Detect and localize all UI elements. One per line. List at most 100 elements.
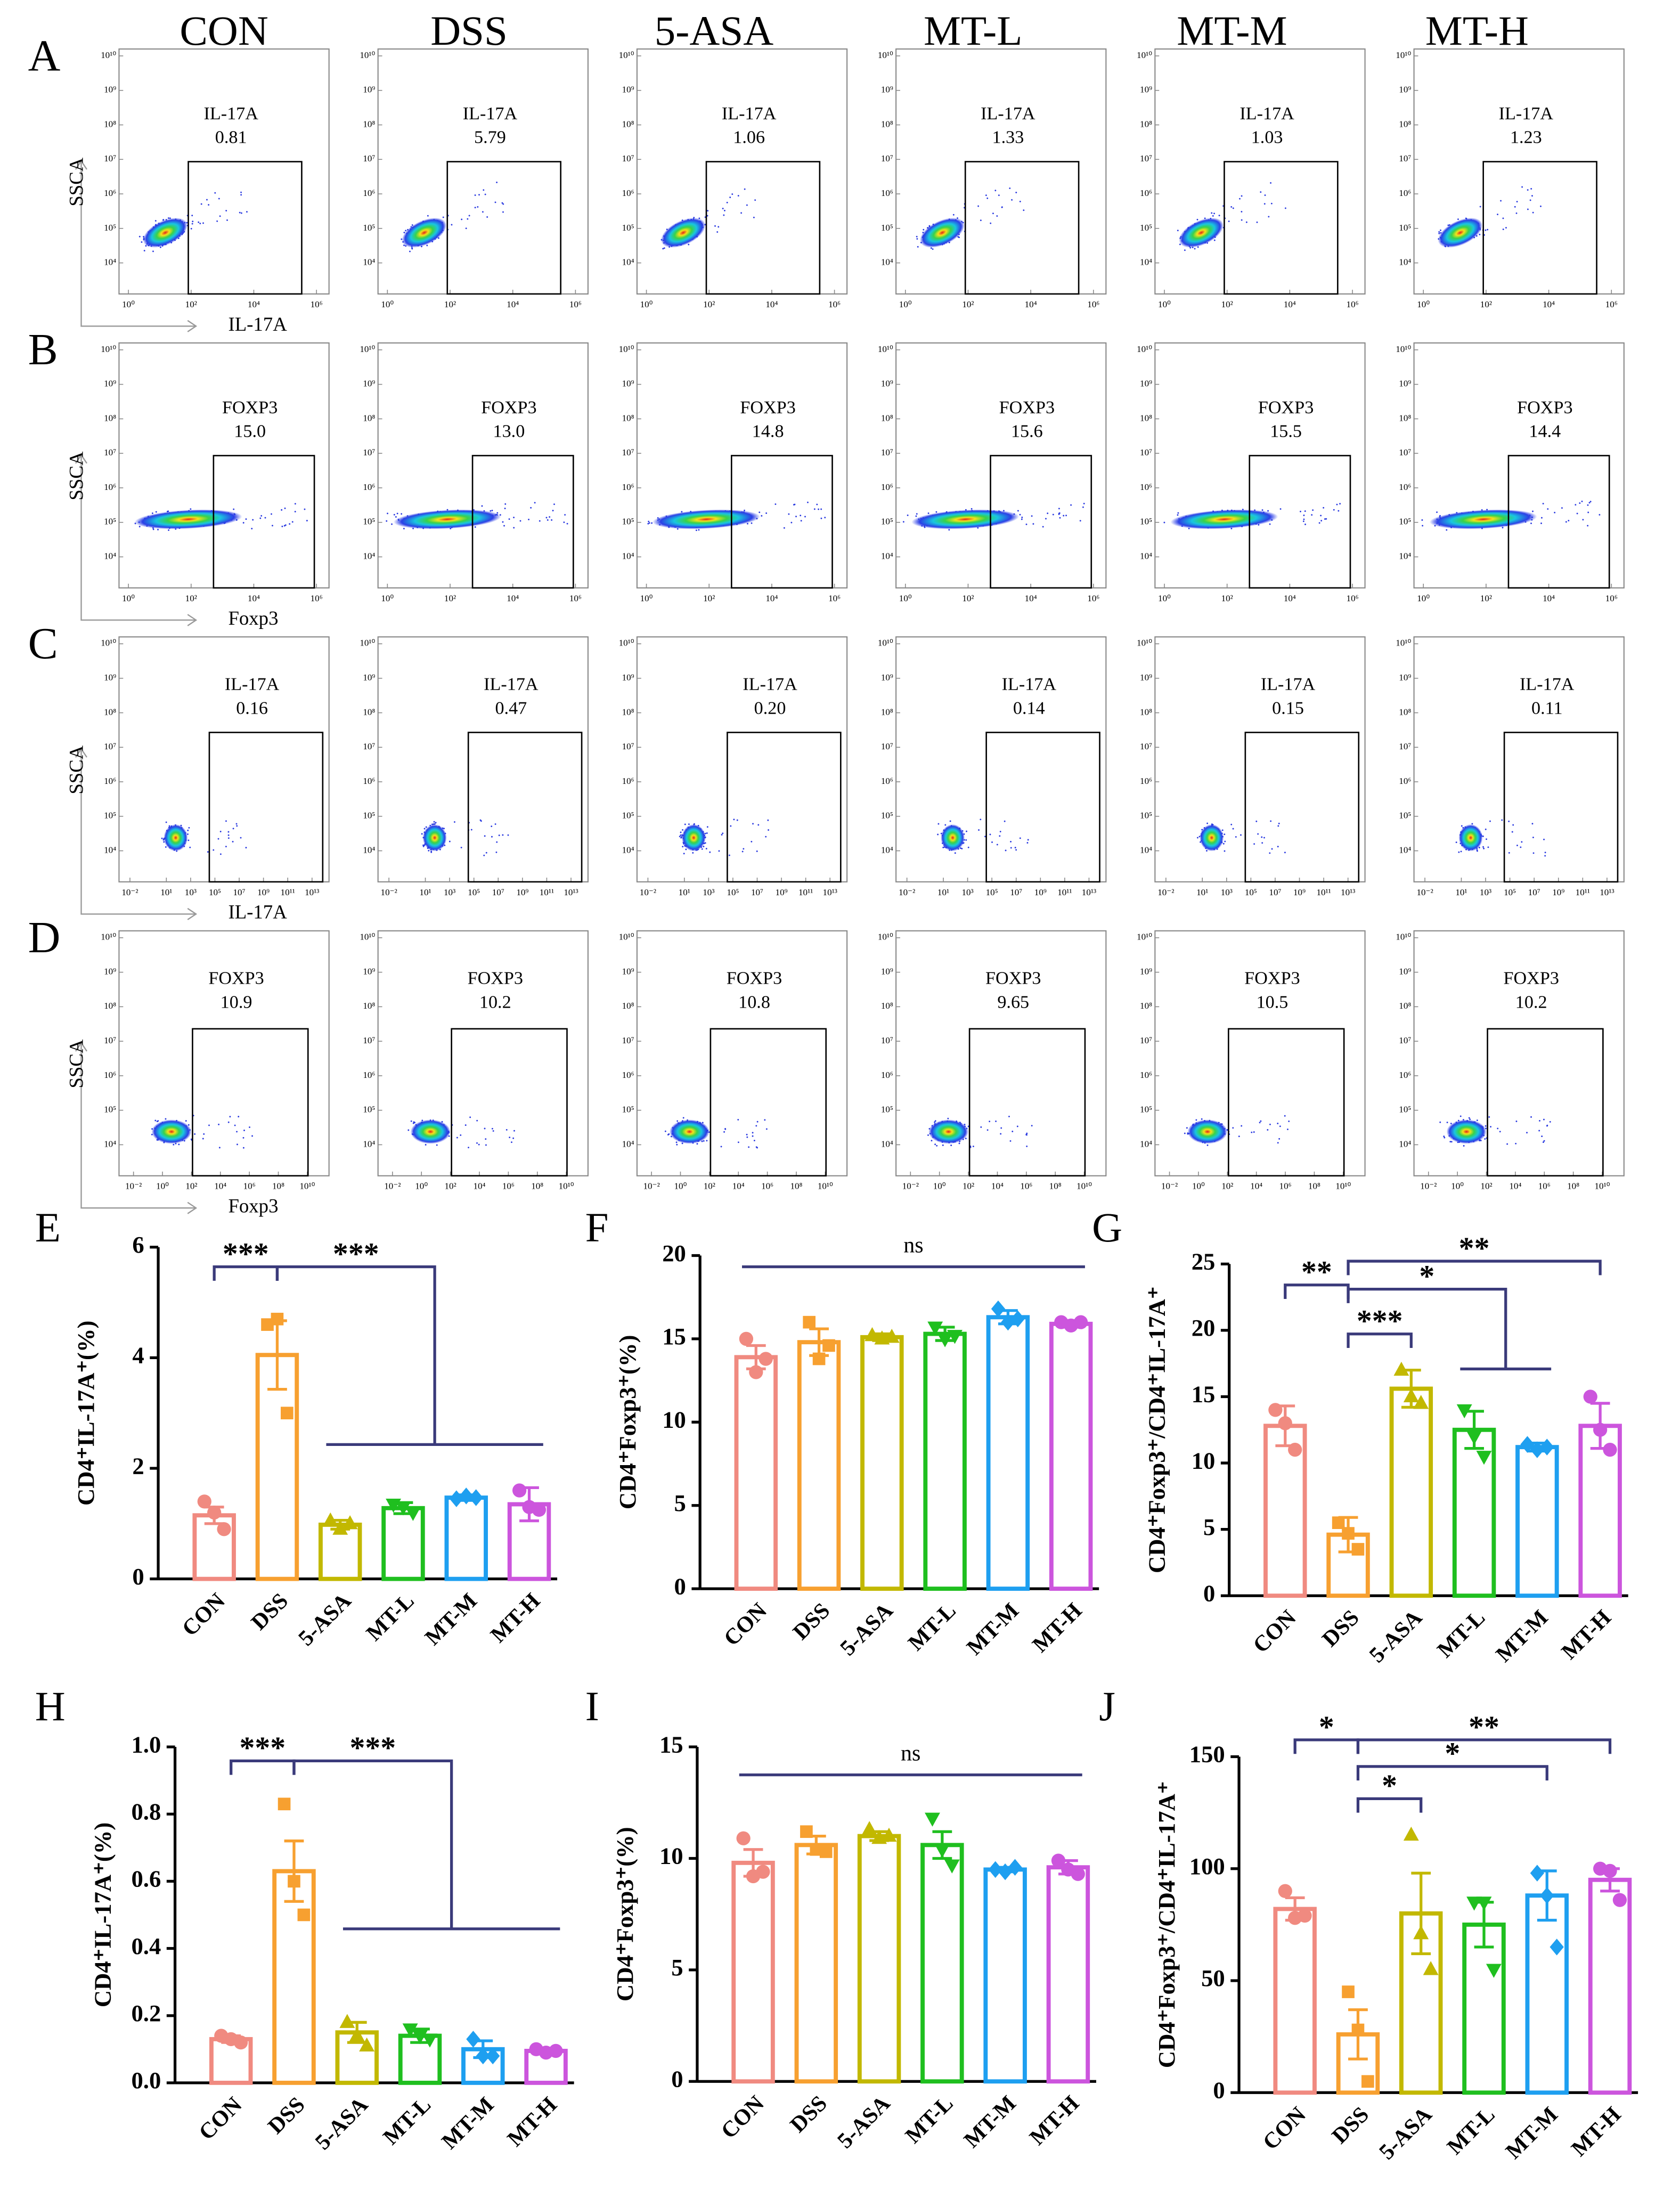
event-dot bbox=[1581, 501, 1583, 502]
x-tick-label: 10⁰ bbox=[1158, 299, 1171, 309]
gate-percent: 1.33 bbox=[992, 128, 1024, 148]
event-dot bbox=[1542, 503, 1544, 505]
density-cloud bbox=[161, 820, 247, 855]
density-core bbox=[681, 824, 706, 852]
x-tick-label: 10⁴ bbox=[248, 299, 260, 309]
event-dot bbox=[226, 219, 228, 221]
x-tick-label: 10² bbox=[1221, 593, 1233, 603]
x-tick-label: 10³ bbox=[961, 887, 973, 897]
event-dot bbox=[1303, 518, 1305, 520]
x-tick-label: 10² bbox=[444, 299, 456, 309]
density-core bbox=[164, 824, 188, 852]
event-dot bbox=[240, 194, 242, 196]
y-tick-label: 10⁶ bbox=[622, 776, 634, 786]
gate bbox=[208, 731, 324, 883]
axis-arrow bbox=[75, 160, 198, 332]
event-dot bbox=[1021, 518, 1023, 520]
event-dot bbox=[513, 527, 515, 529]
event-dot bbox=[428, 849, 430, 852]
event-dot bbox=[483, 189, 485, 191]
event-dot bbox=[259, 517, 262, 519]
y-tick-label: 10⁶ bbox=[1399, 188, 1411, 198]
event-dot bbox=[200, 203, 202, 205]
event-dot bbox=[1270, 182, 1272, 184]
gate-percent: 0.47 bbox=[495, 698, 527, 718]
y-tick-label: 10⁷ bbox=[1140, 153, 1152, 164]
x-tick-label: 10⁹ bbox=[1293, 887, 1306, 897]
y-tick-label: 10⁶ bbox=[363, 482, 375, 492]
event-dot bbox=[1547, 508, 1549, 510]
gate-name: FOXP3 bbox=[1517, 398, 1572, 418]
gate-percent: 15.6 bbox=[1011, 422, 1043, 442]
event-dot bbox=[1438, 231, 1440, 233]
x-tick-label: 10⁹ bbox=[257, 887, 270, 897]
y-tick-label: 10⁵ bbox=[1399, 223, 1411, 233]
x-tick-label: 10² bbox=[185, 299, 197, 309]
y-tick-label: 10¹⁰ bbox=[878, 50, 893, 60]
event-dot bbox=[1579, 502, 1581, 504]
event-dot bbox=[387, 512, 388, 514]
x-tick-label: 10² bbox=[1480, 299, 1492, 309]
x-tick-label: 10¹³ bbox=[1082, 887, 1096, 897]
event-dot bbox=[706, 832, 708, 834]
event-dot bbox=[977, 205, 980, 207]
event-dot bbox=[1515, 212, 1518, 214]
plot-frame bbox=[377, 48, 589, 295]
y-tick-label: 10⁶ bbox=[1140, 482, 1152, 492]
density-cloud bbox=[1177, 182, 1286, 251]
y-tick-label: 10⁷ bbox=[1140, 741, 1152, 751]
event-dot bbox=[684, 823, 686, 825]
event-dot bbox=[723, 214, 725, 216]
y-tick-label: 10⁵ bbox=[363, 811, 375, 821]
y-axis-label: SSCA bbox=[66, 157, 87, 206]
event-dot bbox=[1019, 513, 1021, 516]
y-tick-label: 10⁴ bbox=[1140, 257, 1152, 267]
event-dot bbox=[1505, 227, 1507, 229]
event-dot bbox=[788, 513, 790, 515]
event-dot bbox=[752, 823, 754, 825]
event-dot bbox=[1436, 511, 1438, 513]
event-dot bbox=[1011, 199, 1013, 201]
flow-plot: 10⁻² 10¹ 10³ 10⁵ 10⁷ 10⁹ 10¹¹ 10¹³10⁴10⁵10⁶10⁷1… bbox=[1137, 636, 1366, 897]
x-tick-label: 10⁰ bbox=[381, 299, 394, 309]
event-dot bbox=[1230, 206, 1233, 208]
event-dot bbox=[706, 826, 708, 828]
y-tick-label: 10⁴ bbox=[104, 551, 116, 561]
event-dot bbox=[1303, 514, 1305, 517]
x-tick-label: 10¹ bbox=[679, 887, 690, 897]
event-dot bbox=[744, 188, 746, 190]
event-dot bbox=[757, 824, 760, 826]
event-dot bbox=[1009, 187, 1011, 189]
y-tick-label: 10⁹ bbox=[104, 85, 116, 95]
event-dot bbox=[281, 509, 283, 511]
gate-name: FOXP3 bbox=[740, 398, 795, 418]
y-tick-label: 10⁵ bbox=[622, 811, 634, 821]
event-dot bbox=[729, 197, 731, 199]
flow-plot: 10⁻² 10¹ 10³ 10⁵ 10⁷ 10⁹ 10¹¹ 10¹³10⁴10⁵10⁶10⁷1… bbox=[66, 636, 330, 923]
event-dot bbox=[680, 831, 682, 833]
event-dot bbox=[386, 520, 388, 522]
event-dot bbox=[143, 250, 145, 252]
event-dot bbox=[685, 848, 687, 851]
density-core bbox=[1170, 509, 1278, 529]
y-tick-label: 10⁹ bbox=[104, 673, 116, 683]
density-core bbox=[653, 509, 760, 529]
gate-name: IL-17A bbox=[484, 675, 539, 694]
y-tick-label: 10⁷ bbox=[1399, 153, 1411, 164]
event-dot bbox=[423, 828, 426, 830]
event-dot bbox=[294, 511, 296, 513]
event-dot bbox=[709, 851, 711, 853]
y-tick-label: 10⁸ bbox=[363, 707, 375, 717]
event-dot bbox=[494, 823, 496, 825]
y-tick-label: 10⁵ bbox=[622, 517, 634, 527]
y-tick-label: 10⁷ bbox=[622, 153, 634, 164]
event-dot bbox=[426, 244, 428, 247]
density-core bbox=[134, 509, 242, 529]
gate-percent: 14.8 bbox=[752, 422, 784, 442]
event-dot bbox=[1530, 522, 1532, 525]
event-dot bbox=[741, 851, 744, 853]
y-tick-label: 10⁷ bbox=[881, 153, 893, 164]
y-tick-label: 10⁴ bbox=[881, 257, 893, 267]
event-dot bbox=[219, 830, 222, 832]
flow-plot: 10⁰ 10² 10⁴ 10⁶10⁴10⁵10⁶10⁷10⁸10⁹10¹⁰IL-17A… bbox=[66, 48, 330, 335]
